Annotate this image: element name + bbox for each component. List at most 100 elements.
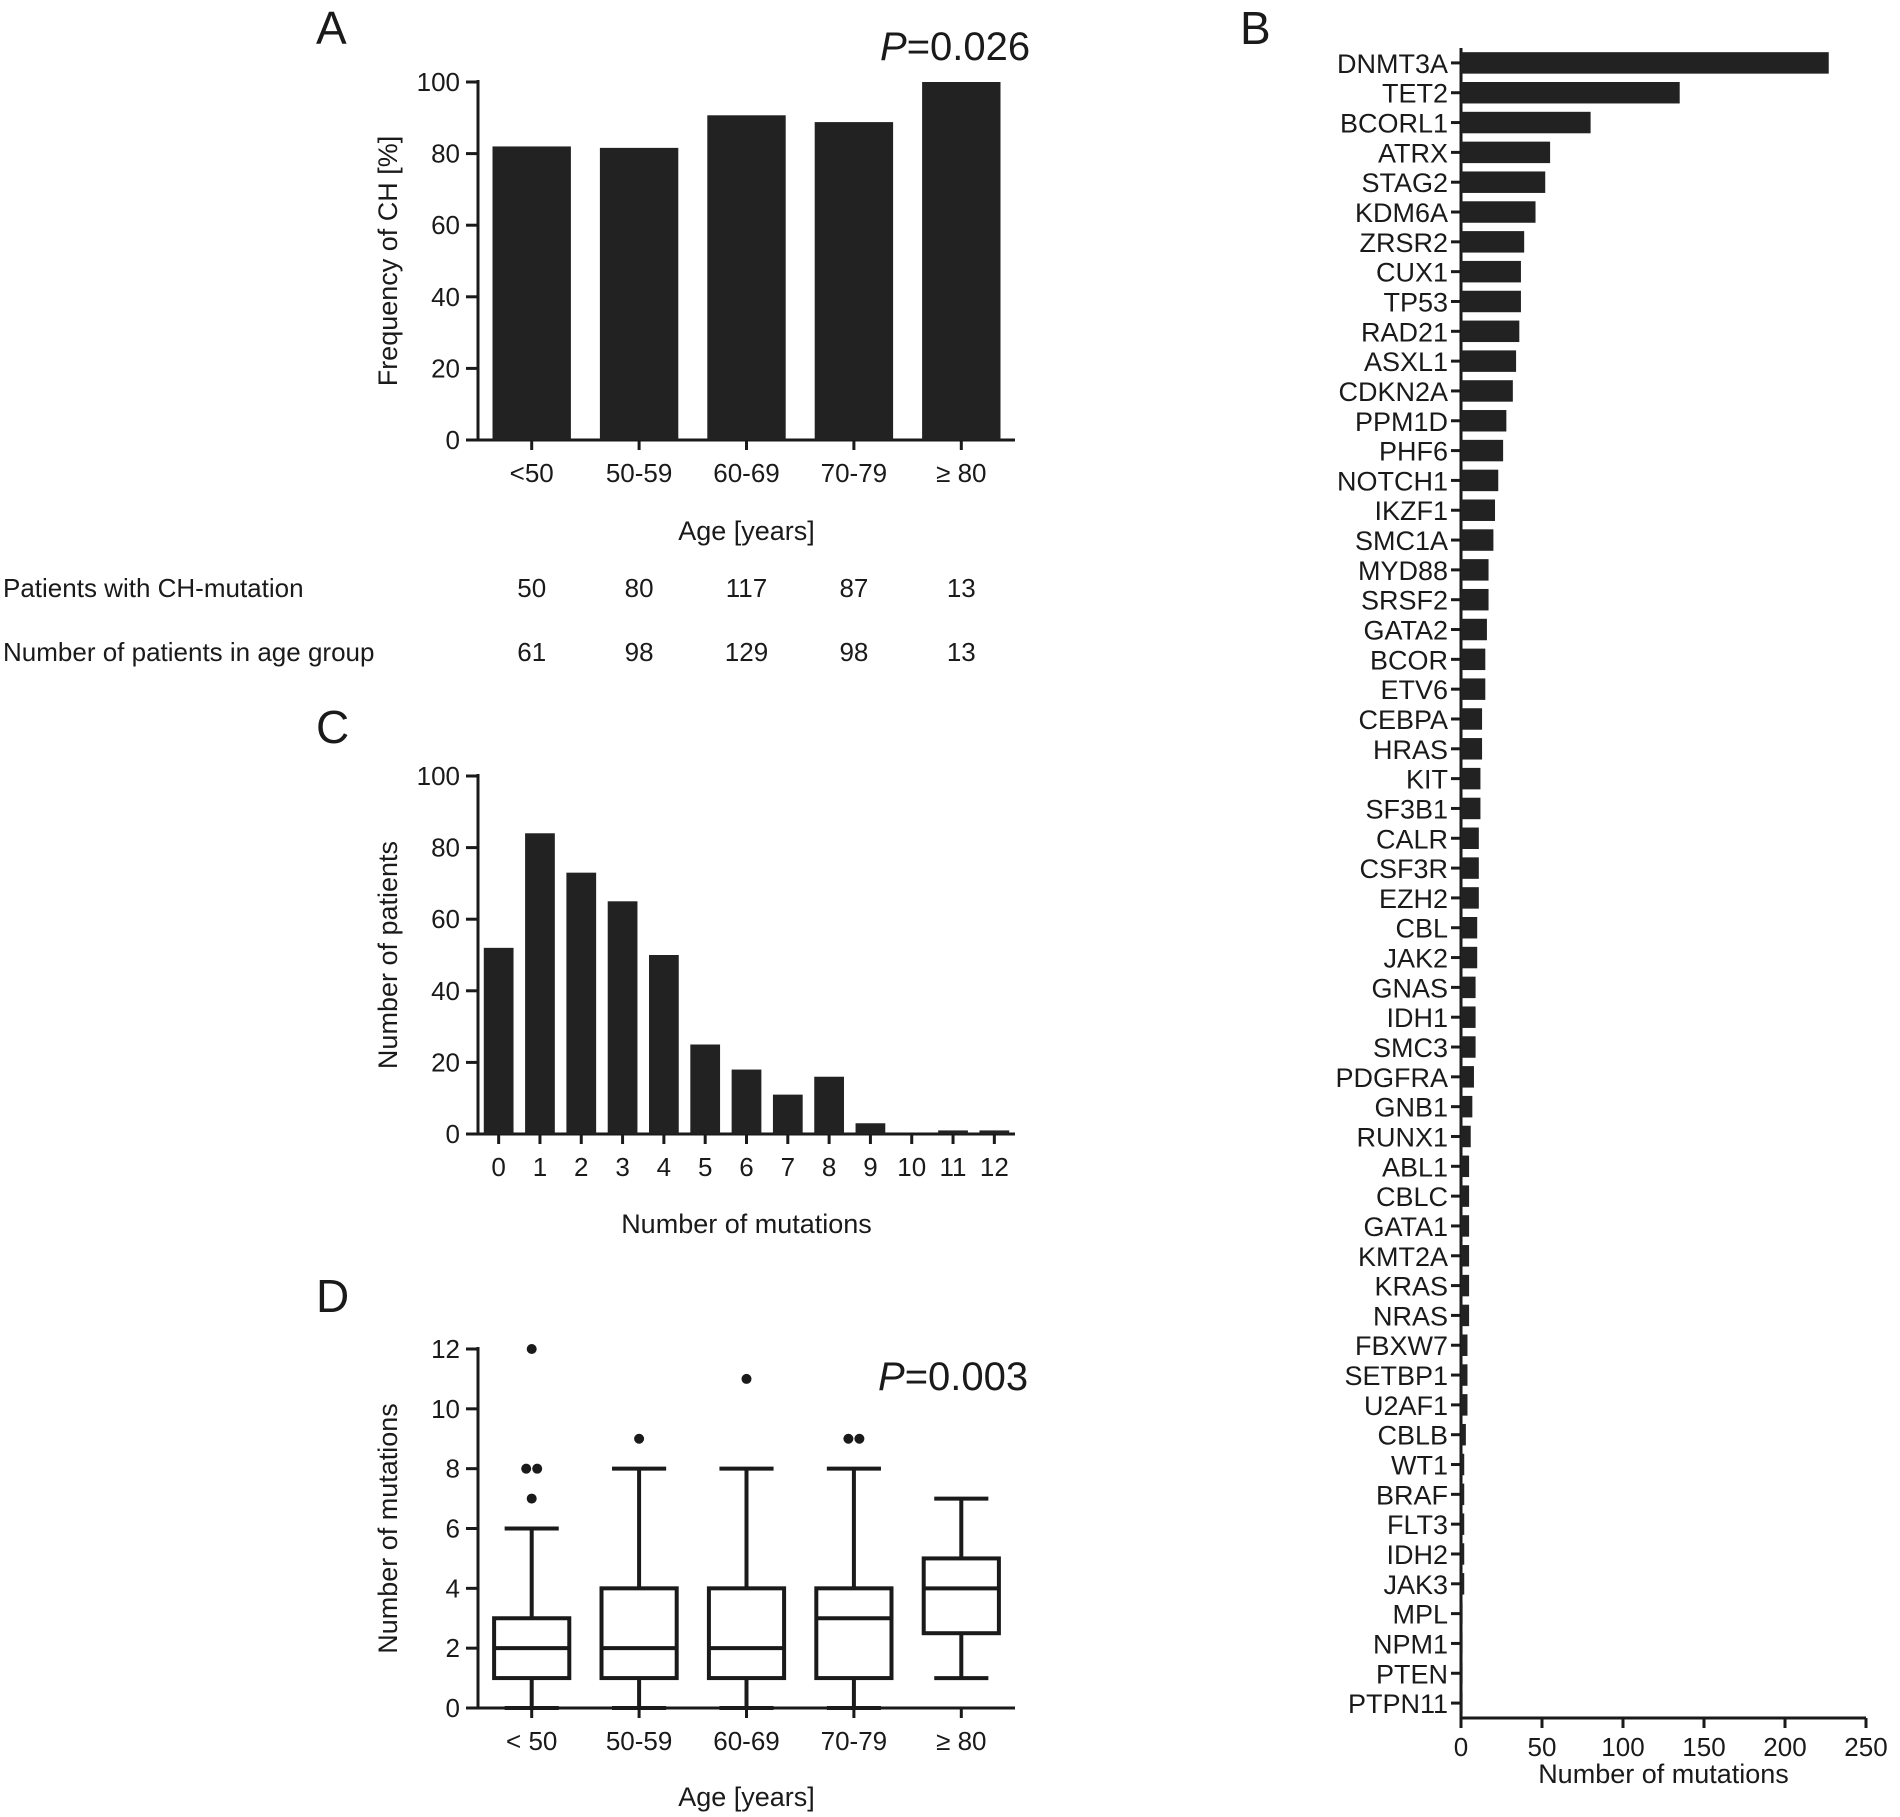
chart-b-gene-label: CSF3R: [1359, 854, 1448, 884]
chart-d-box: [921, 1556, 1001, 1636]
chart-b-gene-label: BCORL1: [1340, 109, 1448, 139]
p-value-d-symbol: P: [878, 1355, 905, 1399]
chart-c-x-tick-label: 7: [781, 1152, 795, 1182]
chart-b-x-tick-label: 100: [1601, 1732, 1644, 1762]
chart-b-gene-label: EZH2: [1379, 884, 1448, 914]
chart-c-y-tick-label: 100: [417, 761, 460, 791]
chart-b-bar: [1461, 1125, 1471, 1148]
chart-b-bar: [1461, 1095, 1473, 1118]
chart-b-gene-label: SETBP1: [1344, 1361, 1448, 1391]
chart-d-y-tick-label: 0: [446, 1693, 460, 1723]
chart-c-x-axis-label: Number of mutations: [621, 1209, 872, 1239]
chart-c-y-axis-label: Number of patients: [373, 841, 403, 1069]
chart-b-gene-label: CALR: [1376, 824, 1448, 854]
chart-b-gene-label: ZRSR2: [1359, 228, 1448, 258]
chart-c-bar: [855, 1123, 886, 1134]
chart-a-y-tick-label: 80: [431, 139, 460, 169]
chart-b-bar: [1461, 111, 1591, 134]
chart-b-bar: [1461, 141, 1551, 164]
chart-b-x-tick-label: 0: [1454, 1732, 1468, 1762]
chart-b-gene-label: ASXL1: [1364, 347, 1448, 377]
chart-d-outlier: [532, 1463, 543, 1474]
chart-b-bar: [1461, 1066, 1474, 1088]
chart-b-x-tick-label: 150: [1682, 1732, 1725, 1762]
chart-d-mutations-by-age: 0 2 4 6 8 10 12 < 50 50-59 60-69 70-79 ≥ 80 Age [yea…: [373, 1334, 1015, 1812]
table-row1-cell: 87: [839, 573, 868, 603]
chart-b-gene-label: CBLC: [1376, 1182, 1448, 1212]
table-row2-cell: 61: [517, 637, 546, 667]
chart-b-bar: [1461, 1453, 1465, 1476]
chart-d-box: [706, 1586, 787, 1681]
chart-c-bar: [483, 947, 514, 1134]
chart-b-gene-label: GNB1: [1374, 1093, 1448, 1123]
chart-b-gene-label: PPM1D: [1355, 407, 1448, 437]
chart-b-gene-label: KMT2A: [1358, 1242, 1448, 1272]
chart-a-x-tick-label: <50: [510, 458, 554, 488]
chart-b-gene-label: PHF6: [1379, 437, 1448, 467]
chart-b-gene-label: FLT3: [1387, 1510, 1448, 1540]
chart-b-bar: [1461, 678, 1486, 700]
chart-b-bar: [1461, 946, 1478, 969]
table-row2-label: Number of patients in age group: [3, 637, 374, 667]
chart-d-y-tick-label: 6: [446, 1514, 460, 1544]
chart-b-gene-label: IKZF1: [1374, 496, 1448, 526]
chart-b-bar: [1461, 1334, 1468, 1356]
chart-b-gene-label: CUX1: [1376, 258, 1448, 288]
chart-d-outlier: [854, 1433, 865, 1444]
chart-b-gene-label: U2AF1: [1364, 1391, 1448, 1421]
chart-c-bar: [649, 955, 679, 1134]
table-row2-cell: 13: [947, 637, 976, 667]
chart-d-x-tick-label: 60-69: [713, 1726, 780, 1756]
chart-b-gene-label: WT1: [1391, 1451, 1448, 1481]
chart-a-bar: [922, 82, 1001, 440]
chart-d-x-tick-label: 50-59: [606, 1726, 673, 1756]
chart-a-x-tick-label: ≥ 80: [936, 458, 986, 488]
chart-b-gene-label: KDM6A: [1355, 198, 1448, 228]
chart-b-bar: [1461, 887, 1479, 909]
chart-b-gene-label: GATA1: [1363, 1212, 1448, 1242]
p-value-a-symbol: P: [880, 25, 907, 69]
chart-b-gene-label: SMC3: [1373, 1033, 1448, 1063]
table-row1-label: Patients with CH-mutation: [3, 573, 304, 603]
chart-c-y-tick-label: 40: [431, 976, 460, 1006]
chart-b-gene-label: CBLB: [1377, 1421, 1448, 1451]
chart-a-x-tick-label: 70-79: [821, 458, 888, 488]
chart-b-bar: [1461, 81, 1680, 104]
chart-b-bar: [1461, 1006, 1476, 1028]
chart-b-gene-label: ETV6: [1380, 675, 1448, 705]
chart-b-gene-label: FBXW7: [1355, 1331, 1448, 1361]
chart-c-y-tick-label: 60: [431, 904, 460, 934]
chart-c-y-tick-label: 0: [446, 1119, 460, 1149]
chart-b-gene-label: GNAS: [1371, 973, 1448, 1003]
chart-b-gene-label: NOTCH1: [1337, 466, 1448, 496]
chart-c-x-tick-label: 3: [615, 1152, 629, 1182]
chart-c-x-tick-label: 0: [491, 1152, 505, 1182]
chart-d-outlier: [741, 1373, 752, 1384]
chart-b-bar: [1461, 320, 1520, 343]
chart-b-bar: [1461, 1185, 1470, 1207]
chart-c-x-tick-label: 2: [574, 1152, 588, 1182]
chart-b-bar: [1461, 738, 1483, 760]
chart-b-gene-label: GATA2: [1363, 616, 1448, 646]
chart-d-y-tick-label: 10: [431, 1394, 460, 1424]
chart-d-y-tick-label: 2: [446, 1633, 460, 1663]
table-row2-cell: 98: [839, 637, 868, 667]
chart-a-x-tick-label: 50-59: [606, 458, 673, 488]
p-value-a: P=0.026: [880, 25, 1030, 69]
chart-b-bar: [1461, 1036, 1476, 1058]
chart-b-bar: [1461, 1423, 1466, 1446]
chart-a-y-tick-label: 20: [431, 353, 460, 383]
chart-c-bar: [607, 901, 638, 1134]
chart-b-gene-label: KRAS: [1374, 1272, 1448, 1302]
chart-b-x-axis-label: Number of mutations: [1538, 1759, 1789, 1789]
chart-d-x-tick-label: ≥ 80: [936, 1726, 986, 1756]
chart-d-y-tick-label: 8: [446, 1454, 460, 1484]
table-cells: 50 80 117 87 13 61 98 129 98 13: [517, 573, 976, 667]
chart-a-bar: [599, 147, 679, 440]
chart-b-bar: [1461, 1543, 1465, 1565]
chart-b-bar: [1461, 559, 1489, 581]
chart-b-bar: [1461, 171, 1546, 193]
table-row1-cell: 50: [517, 573, 546, 603]
chart-c-x-tick-label: 12: [980, 1152, 1009, 1182]
